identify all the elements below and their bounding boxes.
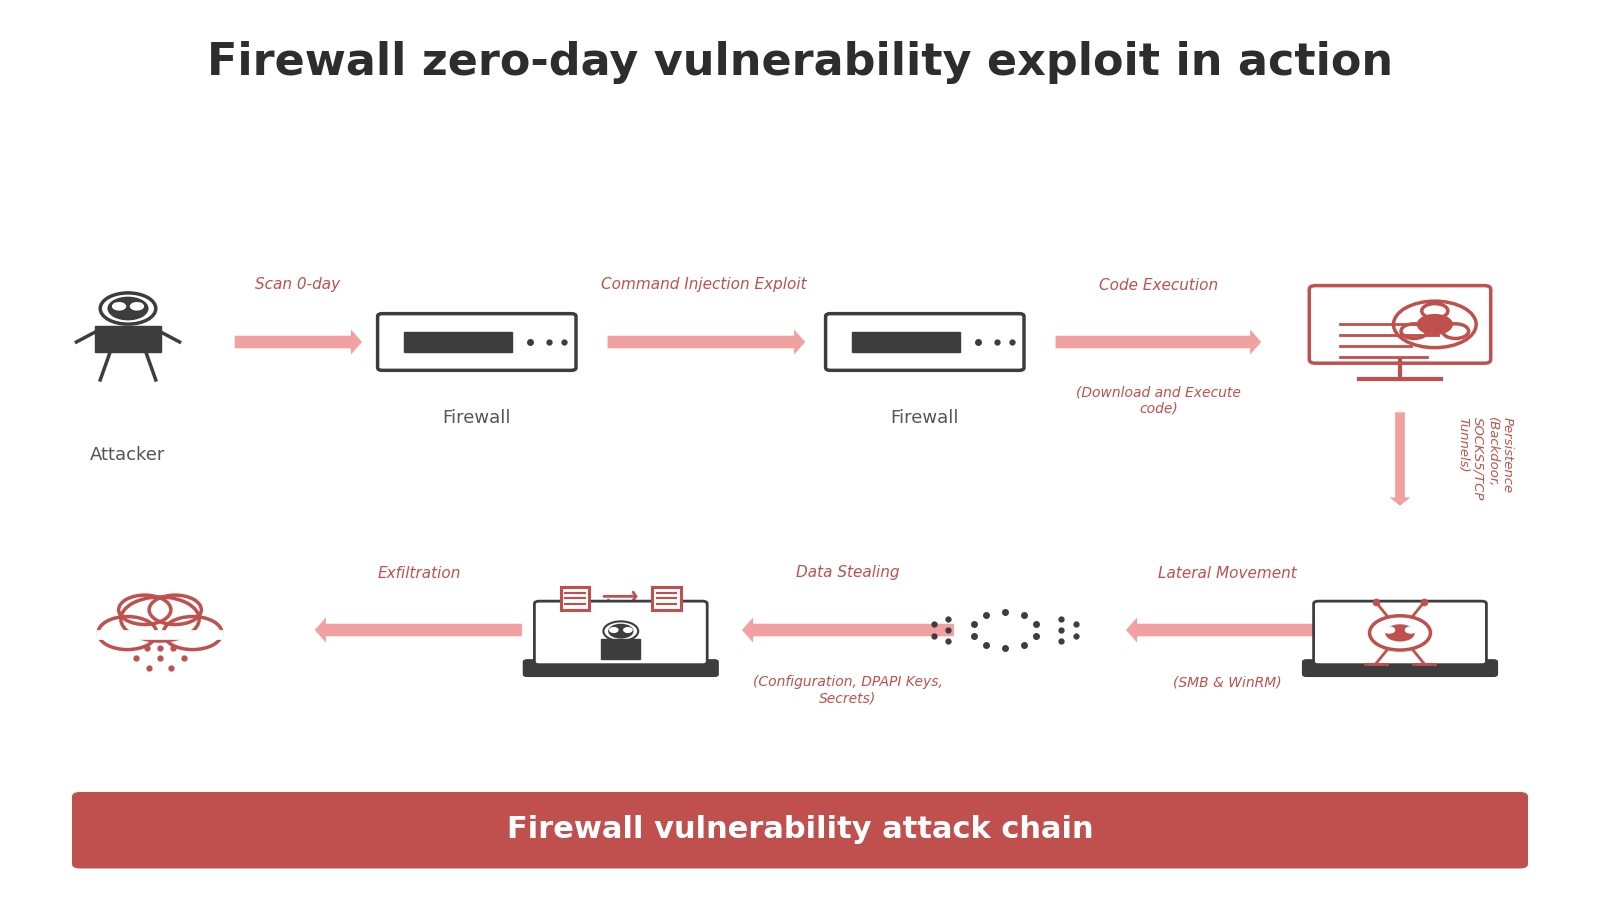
Text: (Download and Execute
code): (Download and Execute code) (1075, 385, 1242, 416)
Text: Lateral Movement: Lateral Movement (1158, 565, 1296, 581)
FancyBboxPatch shape (72, 792, 1528, 868)
Text: Exfiltration: Exfiltration (378, 565, 461, 581)
Polygon shape (96, 327, 160, 352)
Circle shape (610, 625, 632, 638)
Text: Persistence
(Backdoor,
SOCKS5/TCP
Tunnels): Persistence (Backdoor, SOCKS5/TCP Tunnel… (1456, 418, 1514, 500)
Circle shape (1386, 625, 1414, 641)
Circle shape (131, 302, 144, 310)
FancyBboxPatch shape (403, 332, 440, 352)
Circle shape (112, 302, 125, 310)
Text: Firewall vulnerability attack chain: Firewall vulnerability attack chain (507, 815, 1093, 844)
FancyBboxPatch shape (1309, 285, 1491, 364)
Text: Scan 0-day: Scan 0-day (254, 277, 341, 292)
FancyBboxPatch shape (475, 332, 512, 352)
Circle shape (1418, 315, 1453, 334)
FancyBboxPatch shape (378, 313, 576, 371)
Circle shape (610, 627, 618, 633)
Circle shape (149, 595, 202, 625)
Text: Command Injection Exploit: Command Injection Exploit (602, 277, 806, 292)
Text: Attacker: Attacker (90, 446, 166, 464)
FancyBboxPatch shape (440, 332, 477, 352)
Circle shape (973, 612, 1037, 648)
Text: (SMB & WinRM): (SMB & WinRM) (1173, 675, 1282, 689)
Circle shape (109, 297, 147, 320)
FancyBboxPatch shape (1302, 661, 1498, 676)
FancyBboxPatch shape (534, 601, 707, 665)
Circle shape (98, 616, 157, 650)
Text: Data Stealing: Data Stealing (797, 565, 899, 581)
Circle shape (1405, 627, 1416, 633)
Circle shape (1384, 627, 1395, 633)
Circle shape (163, 616, 222, 650)
Circle shape (118, 595, 171, 625)
Polygon shape (602, 639, 640, 659)
Text: Firewall zero-day vulnerability exploit in action: Firewall zero-day vulnerability exploit … (206, 41, 1394, 85)
FancyBboxPatch shape (923, 332, 960, 352)
Circle shape (122, 597, 198, 641)
FancyBboxPatch shape (653, 587, 680, 610)
FancyBboxPatch shape (826, 313, 1024, 371)
FancyBboxPatch shape (888, 332, 925, 352)
Text: Code Execution: Code Execution (1099, 277, 1218, 292)
FancyBboxPatch shape (562, 587, 589, 610)
FancyBboxPatch shape (1314, 601, 1486, 665)
Circle shape (624, 627, 632, 633)
Text: Firewall: Firewall (443, 410, 510, 427)
Text: Firewall: Firewall (891, 410, 958, 427)
Text: (Configuration, DPAPI Keys,
Secrets): (Configuration, DPAPI Keys, Secrets) (754, 675, 942, 706)
FancyBboxPatch shape (851, 332, 888, 352)
FancyBboxPatch shape (523, 661, 718, 676)
